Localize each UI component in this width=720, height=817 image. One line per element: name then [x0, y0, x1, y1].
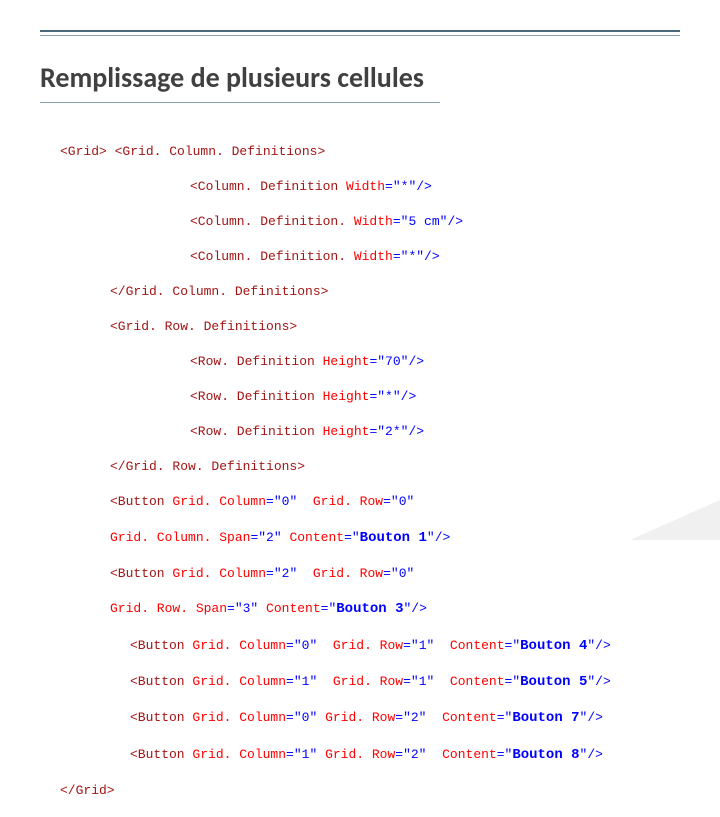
header-lines	[40, 30, 680, 36]
xaml-code: <Grid> <Grid. Column. Definitions> <Colu…	[60, 125, 700, 817]
page-title: Remplissage de plusieurs cellules	[40, 60, 424, 95]
title-underline	[40, 102, 440, 103]
corner-fold	[630, 500, 720, 540]
